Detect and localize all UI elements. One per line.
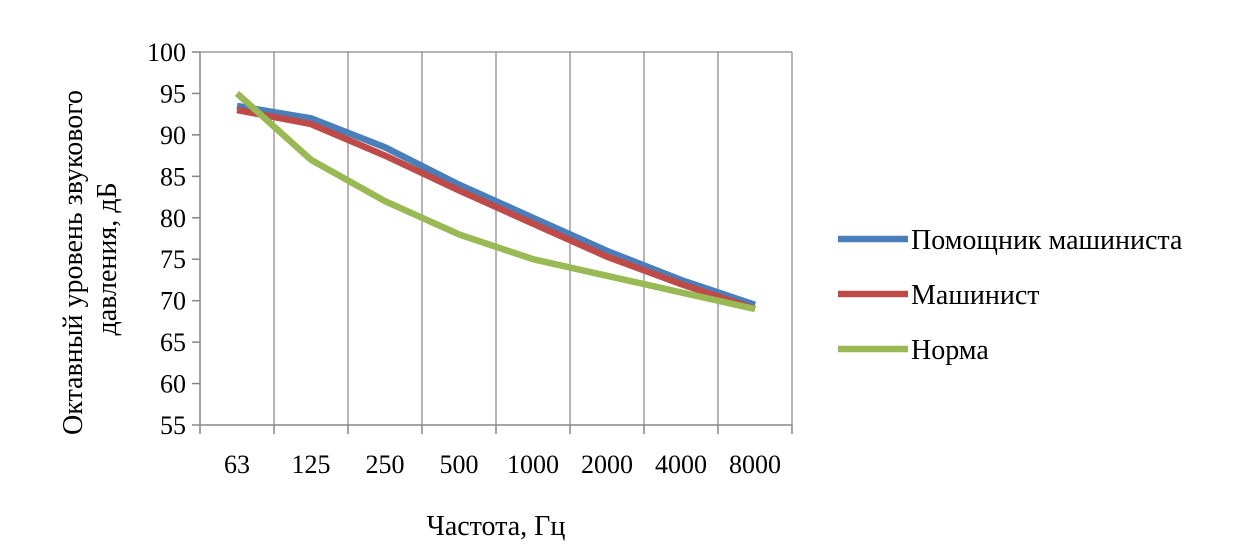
- series-line-2: [236, 106, 757, 313]
- x-axis-title: Частота, Гц: [427, 511, 566, 542]
- y-tick-label: 95: [160, 79, 186, 108]
- y-tick-label: 60: [160, 370, 186, 399]
- x-tick-label: 2000: [581, 450, 633, 479]
- vertical-gridlines: [200, 51, 793, 425]
- x-tick-label: 4000: [655, 450, 707, 479]
- y-tick-label: 65: [160, 328, 186, 357]
- y-tick-label: 70: [160, 287, 186, 316]
- legend-label-1: Помощник машиниста: [911, 225, 1183, 256]
- y-tick-labels: 55 60 65 70 75 80 85 90 95 100: [147, 38, 186, 440]
- y-tick-label: 80: [160, 204, 186, 233]
- legend-label-3: Норма: [911, 335, 989, 366]
- x-tick-label: 500: [440, 450, 479, 479]
- y-axis-title-line-2: давления, дБ: [92, 182, 123, 335]
- y-tick-label: 55: [160, 411, 186, 440]
- series-line-3: [234, 90, 756, 313]
- x-tick-label: 125: [292, 450, 331, 479]
- x-tick-labels: 63 125 250 500 1000 2000 4000 8000: [224, 450, 781, 479]
- series-line-1: [236, 102, 757, 308]
- y-axis-title-line-1: Октавный уровень звукового: [58, 90, 89, 435]
- series-lines: [234, 90, 757, 313]
- legend: Помощник машиниста Машинист Норма: [838, 225, 1183, 366]
- x-tick-label: 8000: [729, 450, 781, 479]
- legend-label-2: Машинист: [911, 280, 1040, 311]
- y-tick-label: 75: [160, 245, 186, 274]
- x-tick-label: 63: [224, 450, 250, 479]
- y-tick-label: 100: [147, 38, 186, 67]
- axes: [192, 51, 793, 434]
- y-tick-label: 85: [160, 162, 186, 191]
- x-tick-label: 250: [366, 450, 405, 479]
- y-tick-label: 90: [160, 121, 186, 150]
- x-tick-label: 1000: [507, 450, 559, 479]
- y-axis-title: Октавный уровень звукового давления, дБ: [58, 83, 123, 435]
